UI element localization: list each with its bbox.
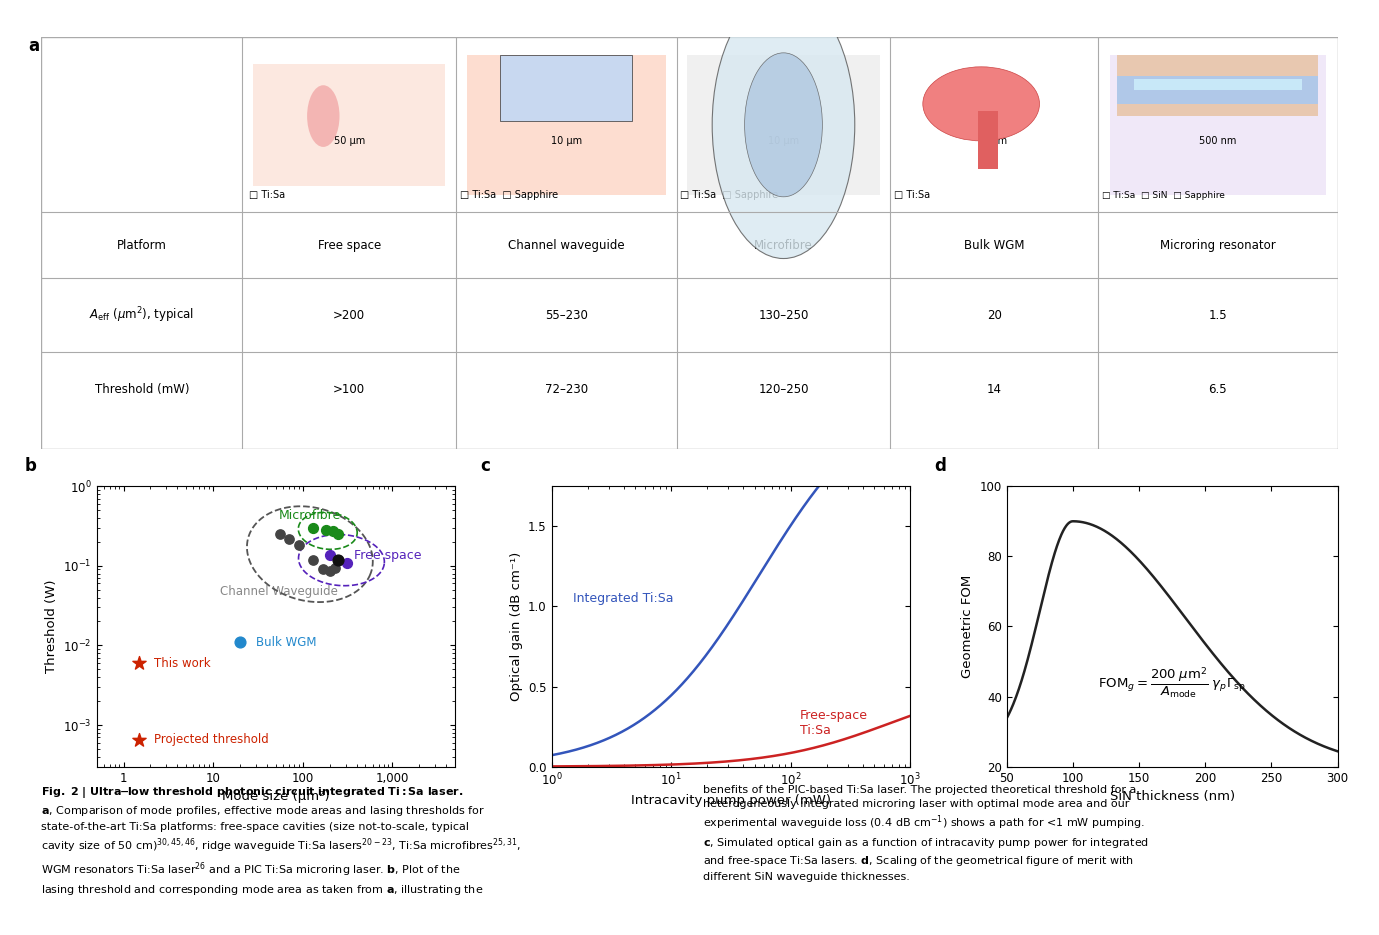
Text: 72–230: 72–230 xyxy=(545,382,587,396)
Text: >100: >100 xyxy=(334,382,365,396)
Text: 5 μm: 5 μm xyxy=(982,137,1007,146)
Text: 6.5: 6.5 xyxy=(1208,382,1227,396)
Text: Bulk WGM: Bulk WGM xyxy=(964,238,1025,252)
Ellipse shape xyxy=(308,85,339,147)
Text: Bulk WGM: Bulk WGM xyxy=(256,636,316,649)
FancyBboxPatch shape xyxy=(467,55,666,194)
Text: □ Ti:Sa: □ Ti:Sa xyxy=(895,190,931,200)
Point xyxy=(288,538,310,553)
Point xyxy=(327,552,349,567)
Text: Channel waveguide: Channel waveguide xyxy=(507,238,625,252)
Point xyxy=(128,732,150,747)
Text: 120–250: 120–250 xyxy=(758,382,808,396)
Text: □ Ti:Sa  □ Sapphire: □ Ti:Sa □ Sapphire xyxy=(461,190,558,200)
Text: c: c xyxy=(480,457,490,475)
Point xyxy=(336,555,359,570)
Point xyxy=(324,560,346,575)
Point xyxy=(128,655,150,670)
Point xyxy=(314,523,336,538)
Text: Projected threshold: Projected threshold xyxy=(154,733,269,746)
FancyBboxPatch shape xyxy=(900,55,1088,194)
X-axis label: Mode size (μm²): Mode size (μm²) xyxy=(222,790,330,803)
Text: Platform: Platform xyxy=(117,238,167,252)
FancyBboxPatch shape xyxy=(687,55,880,194)
Point xyxy=(327,552,349,567)
Ellipse shape xyxy=(745,52,822,197)
Y-axis label: Geometric FOM: Geometric FOM xyxy=(961,575,974,678)
Point xyxy=(229,635,251,650)
Point xyxy=(319,548,341,563)
Text: 10 μm: 10 μm xyxy=(768,137,798,146)
Text: 500 nm: 500 nm xyxy=(1198,137,1237,146)
Text: Microfibre: Microfibre xyxy=(279,509,341,522)
FancyBboxPatch shape xyxy=(1110,55,1325,194)
Text: Channel Waveguide: Channel Waveguide xyxy=(221,584,338,597)
Text: □ Ti:Sa: □ Ti:Sa xyxy=(248,190,285,200)
Text: Integrated Ti:Sa: Integrated Ti:Sa xyxy=(572,592,673,605)
FancyBboxPatch shape xyxy=(252,64,445,186)
Text: >200: >200 xyxy=(334,309,365,322)
Point xyxy=(302,521,324,536)
Point xyxy=(302,552,324,567)
Y-axis label: Threshold (W): Threshold (W) xyxy=(44,580,58,673)
Text: b: b xyxy=(25,457,37,475)
Point xyxy=(319,564,341,579)
FancyBboxPatch shape xyxy=(1117,55,1318,116)
Point xyxy=(327,526,349,541)
Text: a: a xyxy=(29,37,40,55)
Point xyxy=(269,526,291,541)
Text: 50 μm: 50 μm xyxy=(334,137,365,146)
Point xyxy=(277,531,299,546)
Text: 130–250: 130–250 xyxy=(758,309,808,322)
Text: 1.5: 1.5 xyxy=(1208,309,1227,322)
X-axis label: SiN thickness (nm): SiN thickness (nm) xyxy=(1110,790,1234,803)
Text: Microfibre: Microfibre xyxy=(754,238,812,252)
Text: $A_{\rm eff}\ (\mu{\rm m}^2)$, typical: $A_{\rm eff}\ (\mu{\rm m}^2)$, typical xyxy=(90,306,194,324)
Text: $\mathbf{Fig.\ 2\ |\ Ultra\!\!-\!\!low\ threshold\ photonic\ circuit\ integrated: $\mathbf{Fig.\ 2\ |\ Ultra\!\!-\!\!low\ … xyxy=(41,785,521,898)
Point xyxy=(323,524,345,539)
Text: Free space: Free space xyxy=(317,238,381,252)
Text: d: d xyxy=(934,457,946,475)
Text: 55–230: 55–230 xyxy=(545,309,587,322)
X-axis label: Intracavity pump power (mW): Intracavity pump power (mW) xyxy=(630,794,832,807)
FancyBboxPatch shape xyxy=(1117,76,1318,104)
Text: This work: This work xyxy=(154,656,211,669)
Y-axis label: Optical gain (dB cm⁻¹): Optical gain (dB cm⁻¹) xyxy=(510,552,523,701)
Text: Microring resonator: Microring resonator xyxy=(1160,238,1276,252)
Text: Free-space
Ti:Sa: Free-space Ti:Sa xyxy=(800,710,869,738)
Text: Threshold (mW): Threshold (mW) xyxy=(95,382,189,396)
Text: 10 μm: 10 μm xyxy=(550,137,582,146)
Point xyxy=(313,562,335,577)
FancyBboxPatch shape xyxy=(978,111,998,168)
FancyBboxPatch shape xyxy=(1134,79,1302,90)
Text: 14: 14 xyxy=(986,382,1001,396)
Text: $\mathrm{FOM}_g = \dfrac{200\;\mu\mathrm{m}^2}{A_{\mathrm{mode}}}\;\gamma_p\Gamm: $\mathrm{FOM}_g = \dfrac{200\;\mu\mathrm… xyxy=(1098,665,1247,700)
Text: benefits of the PIC-based Ti:Sa laser. The projected theoretical threshold for a: benefits of the PIC-based Ti:Sa laser. T… xyxy=(703,785,1149,882)
Text: Free space: Free space xyxy=(354,549,421,562)
Text: 20: 20 xyxy=(987,309,1001,322)
Text: □ Ti:Sa  □ SiN  □ Sapphire: □ Ti:Sa □ SiN □ Sapphire xyxy=(1102,191,1225,200)
Ellipse shape xyxy=(923,66,1040,141)
Text: □ Ti:Sa  □ Sapphire: □ Ti:Sa □ Sapphire xyxy=(680,190,779,200)
Ellipse shape xyxy=(712,0,855,258)
FancyBboxPatch shape xyxy=(501,55,633,122)
